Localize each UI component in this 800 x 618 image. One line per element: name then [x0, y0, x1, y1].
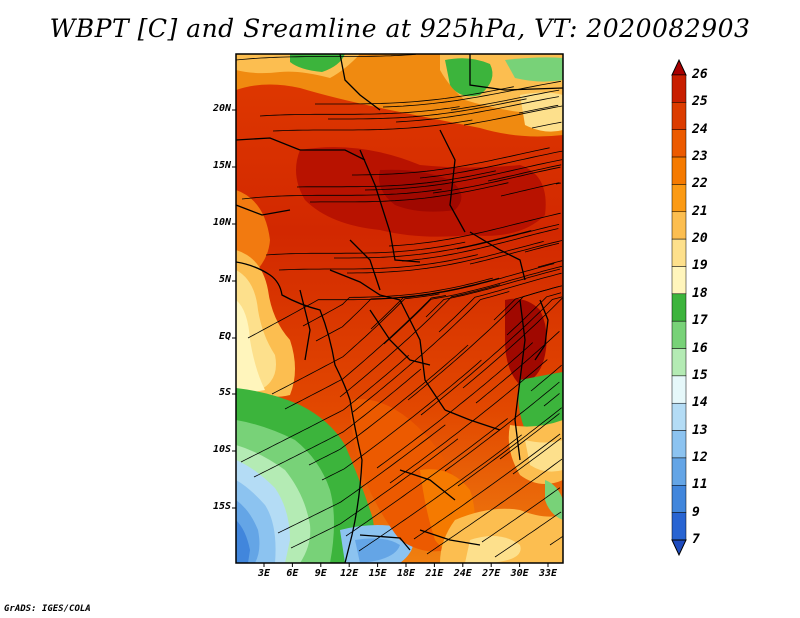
colorbar-box [671, 402, 687, 431]
lat-label: 10N [212, 217, 231, 228]
colorbar-label: 17 [692, 313, 708, 329]
colorbar-box [671, 238, 687, 267]
lon-label: 33E [538, 568, 558, 579]
colorbar-label: 14 [692, 395, 708, 411]
lat-label: 15N [212, 160, 231, 171]
colorbar-label: 24 [692, 121, 708, 137]
map-frame [235, 53, 564, 564]
colorbar-max-arrow [671, 58, 687, 76]
colorbar-min-arrow [671, 539, 687, 557]
colorbar-label: 18 [692, 285, 708, 301]
lon-label: 18E [396, 568, 416, 579]
lat-label: EQ [218, 331, 231, 342]
lon-label: 21E [425, 568, 444, 579]
colorbar-label: 12 [692, 449, 708, 465]
lat-label: 5S [218, 387, 231, 398]
colorbar-box [671, 485, 687, 513]
colorbar-box [671, 348, 687, 377]
lat-label: 20N [212, 103, 231, 114]
grads-credit: GrADS: IGES/COLA [4, 604, 91, 614]
lon-label: 3E [257, 568, 271, 579]
colorbar-box [671, 129, 687, 158]
map-title: WBPT [C] and Sreamline at 925hPa, VT: 20… [49, 14, 751, 43]
lon-label: 30E [510, 568, 529, 579]
colorbar-box [671, 430, 687, 459]
lon-label: 12E [340, 568, 359, 579]
lat-label: 15S [212, 501, 231, 512]
colorbar-box [671, 375, 687, 404]
lon-label: 24E [453, 568, 472, 579]
lat-label: 10S [212, 444, 231, 455]
colorbar-box [671, 74, 687, 103]
colorbar-box [671, 293, 687, 322]
colorbar-label: 20 [692, 231, 708, 247]
colorbar-label: 16 [692, 340, 708, 356]
colorbar-label: 13 [692, 422, 708, 438]
colorbar-box [671, 102, 687, 130]
colorbar-label: 15 [692, 367, 708, 383]
axis-ticks [232, 109, 549, 567]
colorbar-box [671, 266, 687, 295]
colorbar-box [671, 156, 687, 185]
lon-label: 9E [314, 568, 327, 579]
colorbar-label: 22 [692, 176, 708, 192]
colorbar-label: 26 [692, 67, 708, 82]
colorbar-box [671, 320, 687, 349]
colorbar-label: 19 [692, 258, 708, 274]
colorbar-box [671, 512, 687, 541]
streamlines [236, 54, 563, 558]
colorbar-box [671, 184, 687, 213]
colorbar-label: 25 [692, 94, 708, 110]
lat-label: 5N [218, 274, 231, 285]
colorbar [671, 58, 687, 557]
lon-label: 6E [286, 568, 299, 579]
colorbar-label: 11 [692, 477, 708, 493]
colorbar-label: 21 [692, 203, 708, 219]
colorbar-label: 9 [692, 504, 700, 520]
colorbar-box [671, 211, 687, 240]
country-borders [236, 54, 563, 563]
colorbar-label: 23 [692, 149, 708, 165]
lon-label: 27E [482, 568, 501, 579]
colorbar-label: 7 [692, 532, 700, 547]
lon-label: 15E [368, 568, 387, 579]
colorbar-box [671, 457, 687, 486]
